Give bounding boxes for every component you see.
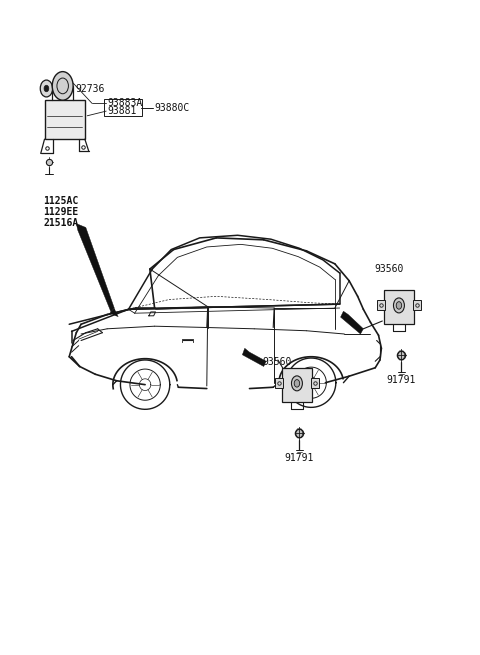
FancyBboxPatch shape — [275, 378, 283, 388]
Text: 93881: 93881 — [107, 106, 136, 116]
Text: 1125AC: 1125AC — [43, 196, 78, 206]
FancyBboxPatch shape — [311, 378, 319, 388]
Text: 91791: 91791 — [285, 453, 314, 463]
Circle shape — [44, 85, 49, 92]
Polygon shape — [109, 308, 119, 317]
FancyBboxPatch shape — [413, 300, 421, 310]
FancyBboxPatch shape — [384, 290, 414, 324]
Circle shape — [396, 302, 402, 309]
Text: 93883A: 93883A — [107, 98, 143, 108]
Text: 92736: 92736 — [75, 83, 104, 94]
Text: 21516A: 21516A — [43, 218, 78, 228]
Polygon shape — [242, 348, 266, 366]
Text: 93560: 93560 — [375, 263, 404, 274]
Polygon shape — [341, 311, 363, 334]
FancyBboxPatch shape — [377, 300, 385, 310]
Circle shape — [40, 80, 53, 97]
FancyBboxPatch shape — [282, 367, 312, 402]
Text: 91791: 91791 — [386, 375, 416, 385]
Circle shape — [294, 380, 300, 387]
Circle shape — [291, 376, 302, 391]
Text: 93880C: 93880C — [154, 103, 190, 113]
Polygon shape — [76, 223, 114, 312]
Circle shape — [52, 71, 73, 100]
Text: 93560: 93560 — [262, 357, 292, 367]
Text: 1129EE: 1129EE — [43, 207, 78, 217]
Circle shape — [394, 298, 405, 313]
FancyBboxPatch shape — [45, 100, 85, 139]
